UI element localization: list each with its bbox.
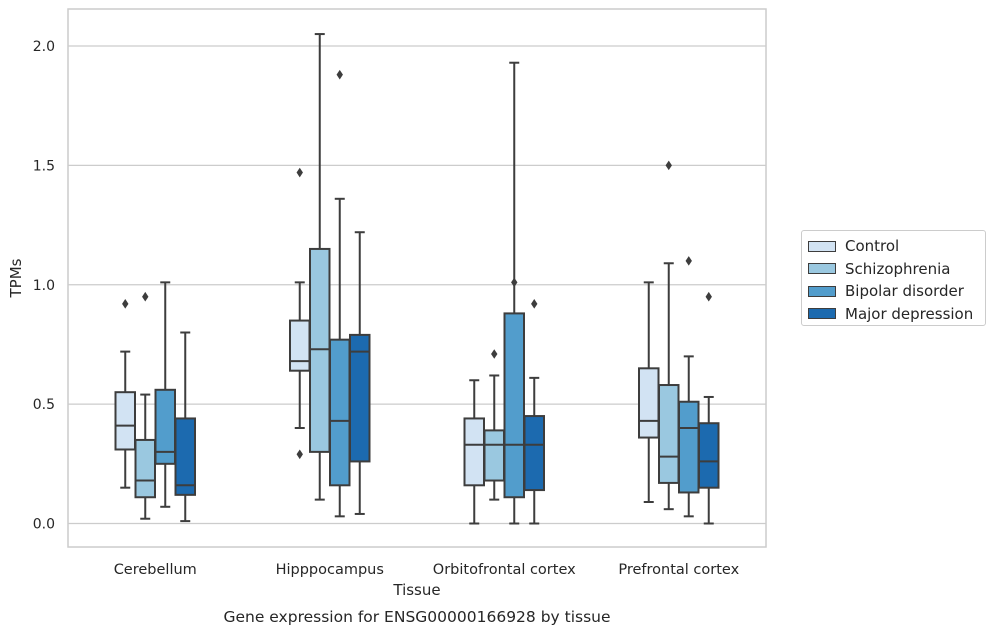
box-control bbox=[114, 299, 136, 489]
box-schizophrenia bbox=[483, 349, 505, 501]
box-iqr bbox=[678, 400, 700, 494]
box-major-depression bbox=[523, 299, 545, 525]
chart-title: Gene expression for ENSG00000166928 by t… bbox=[223, 608, 610, 626]
box-iqr bbox=[114, 391, 136, 451]
box-iqr bbox=[483, 429, 505, 482]
box-major-depression bbox=[698, 291, 720, 525]
outlier-point bbox=[491, 349, 498, 359]
box-iqr bbox=[134, 438, 156, 499]
box-major-depression bbox=[174, 331, 196, 523]
legend-item: Control bbox=[808, 235, 985, 258]
box-bipolar-disorder bbox=[503, 61, 525, 525]
outlier-point bbox=[336, 69, 343, 80]
outlier-point bbox=[665, 160, 672, 171]
box-iqr bbox=[349, 333, 371, 463]
box-iqr bbox=[638, 367, 660, 439]
y-tick-label: 0.0 bbox=[33, 517, 55, 533]
box-iqr bbox=[329, 338, 351, 487]
legend-label: Major depression bbox=[845, 304, 974, 323]
x-axis-label: Tissue bbox=[392, 581, 440, 599]
outlier-point bbox=[142, 291, 149, 302]
box-iqr bbox=[463, 417, 485, 487]
x-tick-labels: Cerebellum Hipppocampus Orbitofrontal cort… bbox=[114, 562, 740, 578]
legend-item: Major depression bbox=[808, 303, 985, 326]
y-tick-label: 1.5 bbox=[33, 158, 55, 174]
box-iqr bbox=[698, 422, 720, 489]
y-tick-label: 2.0 bbox=[33, 39, 55, 55]
legend-label: Control bbox=[845, 237, 900, 256]
x-tick-label: Hipppocampus bbox=[276, 562, 384, 578]
box-iqr bbox=[658, 384, 680, 484]
outlier-point bbox=[296, 449, 303, 460]
plot-area-frame bbox=[67, 8, 767, 548]
legend-swatch bbox=[808, 285, 836, 297]
box-iqr bbox=[503, 312, 525, 499]
x-tick-label: Prefrontal cortex bbox=[618, 562, 739, 578]
outlier-point bbox=[296, 167, 303, 178]
box-iqr bbox=[289, 319, 311, 372]
outlier-point bbox=[685, 256, 692, 266]
y-tick-label: 1.0 bbox=[33, 278, 55, 294]
legend-swatch bbox=[808, 263, 836, 275]
x-tick-label: Cerebellum bbox=[114, 562, 197, 578]
legend-swatch bbox=[808, 308, 836, 320]
box-schizophrenia bbox=[134, 291, 156, 520]
outlier-point bbox=[531, 299, 538, 309]
legend-swatch bbox=[808, 240, 836, 252]
y-tick-label: 0.5 bbox=[33, 397, 55, 413]
box-bipolar-disorder bbox=[678, 256, 700, 518]
outlier-point bbox=[511, 277, 518, 288]
box-iqr bbox=[309, 247, 331, 453]
legend-label: Bipolar disorder bbox=[845, 282, 964, 301]
outlier-point bbox=[122, 299, 129, 309]
legend-item: Bipolar disorder bbox=[808, 280, 985, 303]
y-tick-labels: 0.0 0.5 1.0 1.5 2.0 bbox=[33, 39, 55, 533]
x-tick-label: Orbitofrontal cortex bbox=[433, 562, 576, 578]
box-control bbox=[463, 379, 485, 525]
y-axis-label: TPMs bbox=[7, 258, 25, 298]
box-iqr bbox=[174, 417, 196, 496]
box-marks bbox=[114, 33, 720, 525]
legend-item: Schizophrenia bbox=[808, 258, 985, 281]
box-iqr bbox=[523, 415, 545, 492]
legend-label: Schizophrenia bbox=[845, 259, 951, 278]
outlier-point bbox=[705, 291, 712, 302]
box-major-depression bbox=[349, 231, 371, 515]
legend: Control Schizophrenia Bipolar disorder Majo… bbox=[801, 230, 986, 326]
